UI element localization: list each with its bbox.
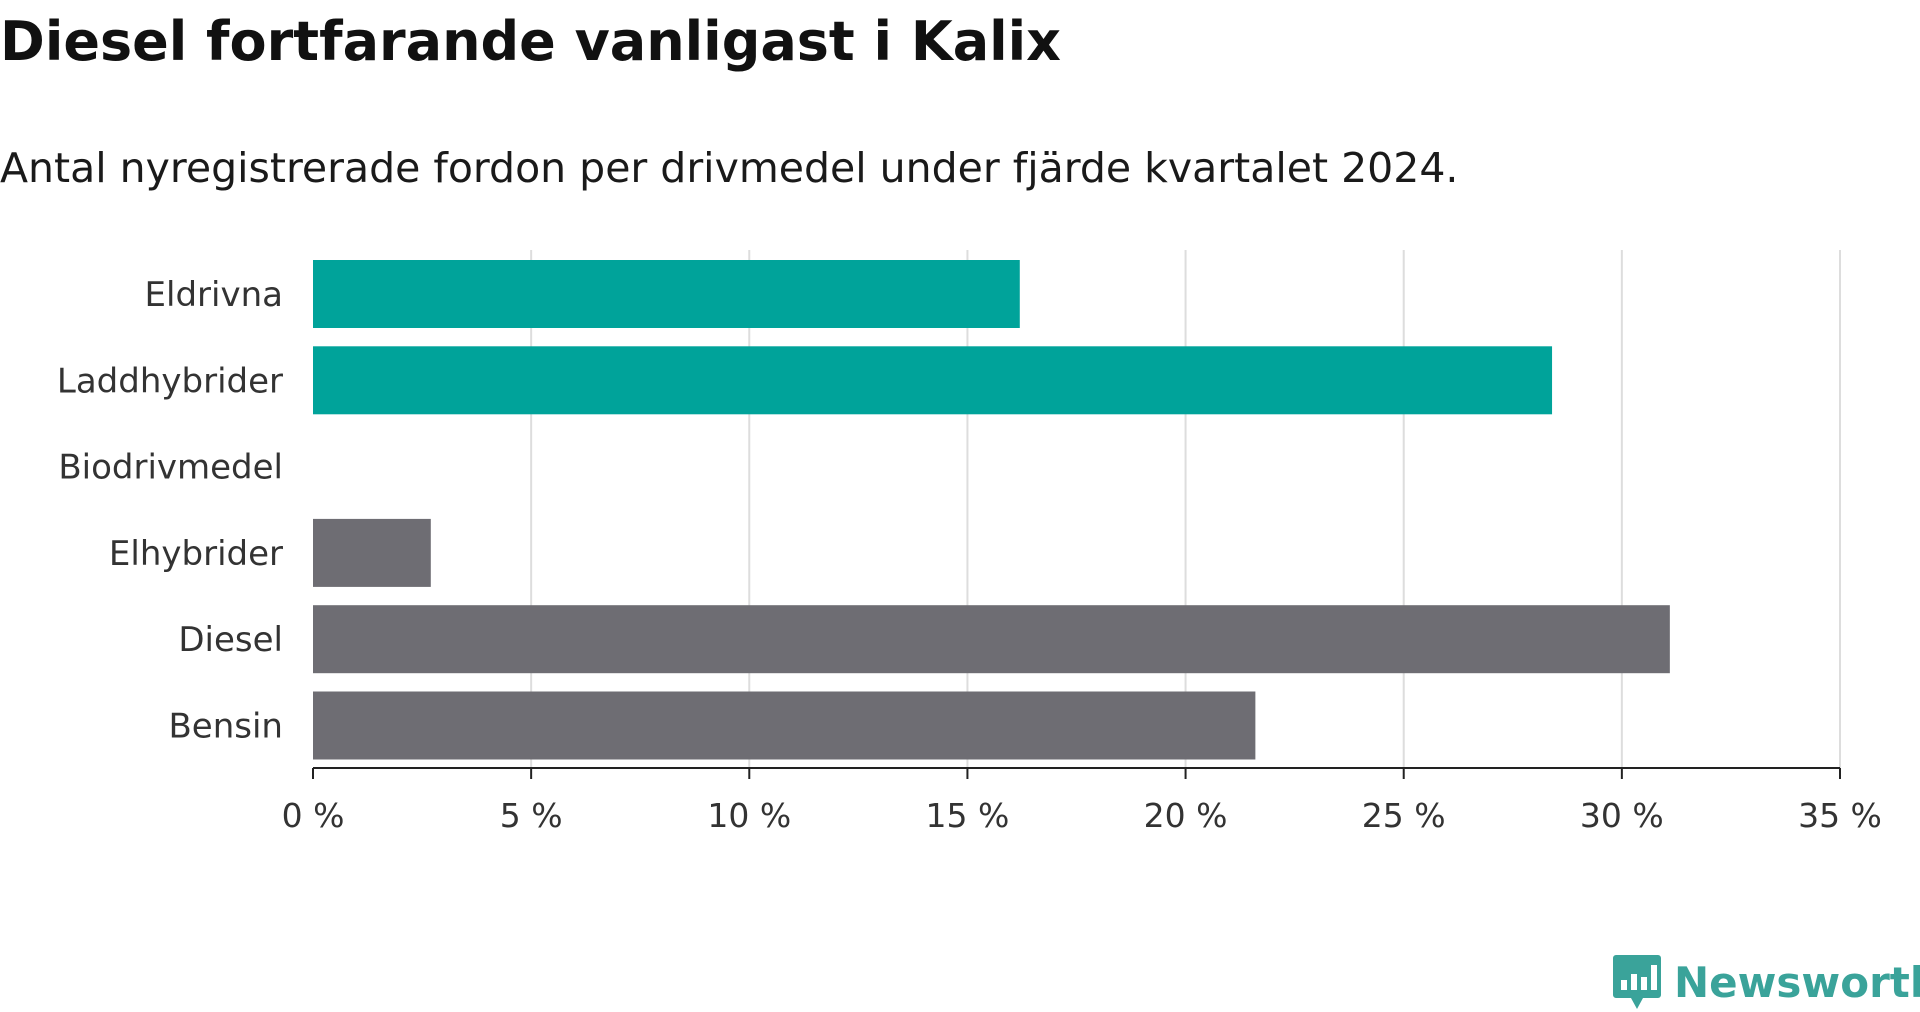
- bar-eldrivna: [313, 260, 1020, 328]
- bar-bensin: [313, 691, 1256, 760]
- x-tick-label: 0 %: [282, 796, 345, 835]
- x-tick-label: 35 %: [1798, 796, 1882, 835]
- x-tick-label: 30 %: [1580, 796, 1664, 835]
- x-tick-label: 15 %: [926, 796, 1010, 835]
- bar-elhybrider: [313, 518, 431, 587]
- x-tick-label: 5 %: [500, 796, 563, 835]
- brand-name: Newsworthy: [1674, 957, 1920, 1007]
- category-label: Elhybrider: [109, 534, 283, 574]
- bar-chart-speech-bubble-icon: [1613, 955, 1661, 1009]
- x-tick-label: 20 %: [1144, 796, 1228, 835]
- bar-diesel: [313, 605, 1670, 674]
- x-axis: 0 % 5 % 10 % 15 % 20 % 25 % 30 % 35 %: [282, 767, 1882, 835]
- category-label: Bensin: [168, 707, 283, 747]
- category-label: Laddhybrider: [57, 361, 283, 401]
- bar-laddhybrider: [313, 346, 1553, 415]
- category-label: Eldrivna: [145, 275, 283, 315]
- brand-logo: Newsworthy: [1612, 952, 1920, 1012]
- chart-subtitle: Antal nyregistrerade fordon per drivmede…: [0, 144, 1459, 192]
- grid-lines: [530, 250, 1841, 768]
- category-labels: Eldrivna Laddhybrider Biodrivmedel Elhybrid…: [57, 275, 283, 747]
- bars: [313, 260, 1670, 760]
- category-label: Diesel: [178, 620, 283, 660]
- chart-title: Diesel fortfarande vanligast i Kalix: [0, 10, 1061, 73]
- x-tick-label: 25 %: [1362, 796, 1446, 835]
- category-label: Biodrivmedel: [58, 448, 283, 488]
- x-tick-label: 10 %: [707, 796, 791, 835]
